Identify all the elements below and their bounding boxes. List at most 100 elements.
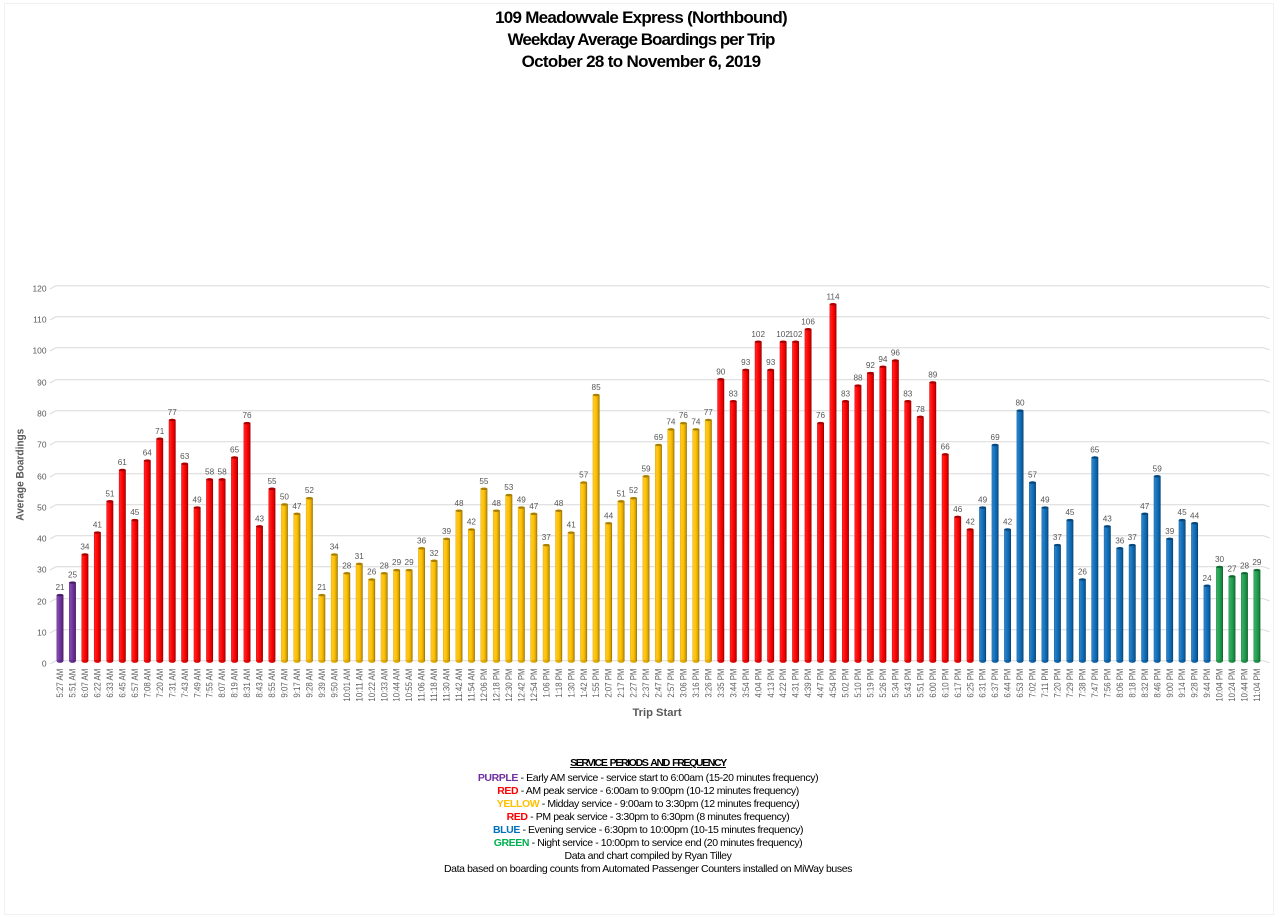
svg-text:29: 29: [405, 558, 415, 567]
svg-text:7:31 AM: 7:31 AM: [167, 669, 177, 698]
svg-text:4:47 PM: 4:47 PM: [816, 669, 826, 698]
svg-text:7:20 PM: 7:20 PM: [1053, 669, 1063, 698]
svg-text:7:11 PM: 7:11 PM: [1040, 669, 1050, 698]
svg-text:9:28 AM: 9:28 AM: [304, 669, 314, 698]
svg-text:10:55 AM: 10:55 AM: [404, 669, 414, 702]
svg-text:6:17 PM: 6:17 PM: [953, 669, 963, 698]
svg-text:83: 83: [729, 389, 739, 398]
svg-text:69: 69: [654, 433, 664, 442]
svg-text:3:26 PM: 3:26 PM: [703, 669, 713, 698]
svg-text:44: 44: [604, 511, 614, 520]
svg-text:5:51 AM: 5:51 AM: [68, 669, 78, 698]
svg-text:3:44 PM: 3:44 PM: [728, 669, 738, 698]
svg-text:55: 55: [479, 477, 489, 486]
svg-text:58: 58: [218, 468, 228, 477]
svg-text:61: 61: [118, 458, 128, 467]
svg-text:3:54 PM: 3:54 PM: [741, 669, 751, 698]
svg-text:2:17 PM: 2:17 PM: [616, 669, 626, 698]
svg-text:89: 89: [928, 371, 938, 380]
svg-text:9:39 AM: 9:39 AM: [317, 669, 327, 698]
svg-text:29: 29: [1252, 558, 1262, 567]
svg-text:26: 26: [1078, 568, 1088, 577]
svg-text:7:20 AM: 7:20 AM: [155, 669, 165, 698]
svg-text:7:43 AM: 7:43 AM: [180, 669, 190, 698]
svg-text:5:43 PM: 5:43 PM: [903, 669, 913, 698]
svg-text:8:46 PM: 8:46 PM: [1152, 669, 1162, 698]
svg-text:8:06 PM: 8:06 PM: [1115, 669, 1125, 698]
svg-text:50: 50: [280, 493, 290, 502]
svg-text:28: 28: [380, 561, 390, 570]
svg-text:2:37 PM: 2:37 PM: [641, 669, 651, 698]
svg-text:9:28 PM: 9:28 PM: [1190, 669, 1200, 698]
svg-text:5:10 PM: 5:10 PM: [853, 669, 863, 698]
svg-text:51: 51: [105, 489, 115, 498]
svg-text:80: 80: [1015, 399, 1025, 408]
svg-text:9:44 PM: 9:44 PM: [1202, 669, 1212, 698]
svg-text:74: 74: [666, 417, 676, 426]
svg-text:3:06 PM: 3:06 PM: [679, 669, 689, 698]
svg-text:34: 34: [80, 543, 90, 552]
svg-text:Average Boardings: Average Boardings: [15, 429, 27, 521]
svg-text:43: 43: [255, 514, 265, 523]
svg-text:64: 64: [143, 449, 153, 458]
svg-text:77: 77: [168, 408, 178, 417]
svg-text:59: 59: [641, 464, 651, 473]
svg-text:4:54 PM: 4:54 PM: [828, 669, 838, 698]
svg-text:51: 51: [617, 489, 627, 498]
svg-text:21: 21: [55, 583, 65, 592]
svg-text:8:19 AM: 8:19 AM: [230, 669, 240, 698]
svg-text:6:22 AM: 6:22 AM: [93, 669, 103, 698]
svg-text:76: 76: [816, 411, 826, 420]
svg-text:6:37 PM: 6:37 PM: [990, 669, 1000, 698]
svg-text:8:18 PM: 8:18 PM: [1127, 669, 1137, 698]
svg-text:8:32 PM: 8:32 PM: [1140, 669, 1150, 698]
svg-text:7:29 PM: 7:29 PM: [1065, 669, 1075, 698]
svg-text:41: 41: [567, 521, 577, 530]
svg-text:65: 65: [1090, 446, 1100, 455]
svg-text:7:08 AM: 7:08 AM: [142, 669, 152, 698]
svg-text:10:33 AM: 10:33 AM: [379, 669, 389, 702]
svg-text:2:47 PM: 2:47 PM: [654, 669, 664, 698]
svg-text:Trip Start: Trip Start: [632, 707, 681, 719]
svg-text:10:44 PM: 10:44 PM: [1240, 669, 1250, 702]
svg-text:11:06 AM: 11:06 AM: [417, 669, 427, 702]
svg-text:2:57 PM: 2:57 PM: [666, 669, 676, 698]
svg-text:9:50 AM: 9:50 AM: [329, 669, 339, 698]
svg-text:27: 27: [1227, 564, 1237, 573]
svg-text:45: 45: [1178, 508, 1188, 517]
svg-text:39: 39: [442, 527, 452, 536]
svg-text:36: 36: [1115, 536, 1125, 545]
svg-text:60: 60: [37, 472, 47, 482]
svg-text:10:04 PM: 10:04 PM: [1215, 669, 1225, 702]
svg-text:76: 76: [679, 411, 689, 420]
svg-text:90: 90: [716, 367, 726, 376]
svg-text:11:54 AM: 11:54 AM: [467, 669, 477, 702]
svg-text:1:30 PM: 1:30 PM: [566, 669, 576, 698]
svg-text:4:31 PM: 4:31 PM: [791, 669, 801, 698]
svg-text:7:56 PM: 7:56 PM: [1102, 669, 1112, 698]
svg-text:7:02 PM: 7:02 PM: [1028, 669, 1038, 698]
svg-text:7:38 PM: 7:38 PM: [1077, 669, 1087, 698]
svg-text:42: 42: [467, 518, 477, 527]
svg-text:4:04 PM: 4:04 PM: [753, 669, 763, 698]
svg-text:0: 0: [42, 659, 47, 669]
svg-text:52: 52: [305, 486, 315, 495]
svg-text:37: 37: [1053, 533, 1063, 542]
svg-text:6:33 AM: 6:33 AM: [105, 669, 115, 698]
svg-text:31: 31: [355, 552, 365, 561]
svg-text:47: 47: [1140, 502, 1150, 511]
svg-text:49: 49: [193, 496, 203, 505]
svg-text:7:55 AM: 7:55 AM: [205, 669, 215, 698]
svg-text:1:06 PM: 1:06 PM: [541, 669, 551, 698]
svg-text:28: 28: [342, 561, 352, 570]
svg-text:32: 32: [429, 549, 439, 558]
svg-text:6:45 AM: 6:45 AM: [117, 669, 127, 698]
svg-text:37: 37: [1128, 533, 1138, 542]
svg-text:53: 53: [504, 483, 514, 492]
svg-text:63: 63: [180, 452, 190, 461]
svg-text:49: 49: [517, 496, 527, 505]
svg-text:3:16 PM: 3:16 PM: [691, 669, 701, 698]
svg-text:77: 77: [704, 408, 714, 417]
svg-text:85: 85: [592, 383, 602, 392]
svg-text:71: 71: [155, 427, 165, 436]
